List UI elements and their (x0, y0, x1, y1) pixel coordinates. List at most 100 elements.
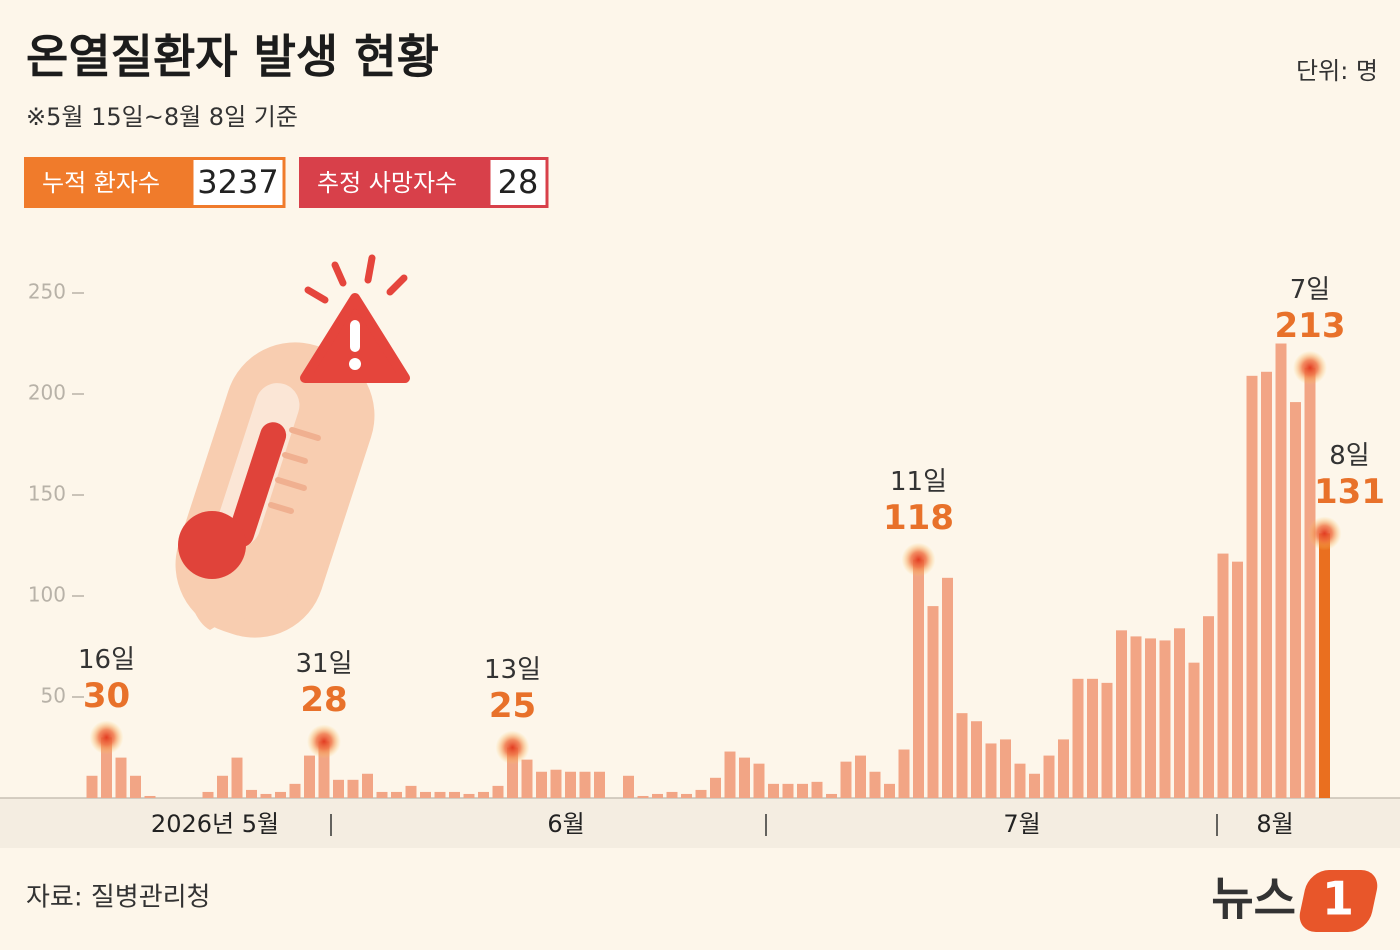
bar (927, 606, 939, 798)
bar (1130, 636, 1142, 798)
source: 자료: 질병관리청 (26, 883, 210, 913)
bar (913, 559, 924, 798)
bar (318, 741, 330, 798)
bar (1246, 375, 1258, 798)
bar (826, 793, 837, 798)
bar (1304, 367, 1316, 798)
day-label: 16일 (78, 645, 135, 675)
x-month-label: 2026년 5월 (151, 810, 279, 838)
bar (507, 747, 518, 798)
summary-value-box (487, 157, 549, 208)
y-tick-label: 50 (41, 684, 66, 708)
bar (695, 789, 707, 798)
bar (797, 783, 808, 798)
bar (1217, 553, 1229, 798)
day-label: 7일 (1290, 275, 1330, 305)
summary-label: 추정 사망자수 (317, 169, 457, 197)
bar (405, 785, 417, 798)
bar (1072, 678, 1084, 798)
summary-label-box (299, 157, 489, 208)
bar (579, 771, 591, 798)
bar (289, 783, 301, 798)
bar (739, 757, 750, 798)
logo: 뉴스 1 (1211, 870, 1378, 932)
summary-value: 3237 (197, 163, 278, 201)
bar (681, 793, 692, 798)
bar (637, 795, 649, 798)
bar (652, 793, 663, 798)
summary-label-box (24, 157, 192, 208)
bar (1087, 678, 1098, 798)
day-label: 8일 (1329, 441, 1369, 471)
bar (1203, 616, 1214, 798)
bar (1058, 739, 1069, 798)
bar (710, 777, 721, 798)
x-month-label: 6월 (547, 810, 584, 838)
bar (304, 755, 315, 798)
value-label: 213 (1275, 306, 1346, 346)
bar (623, 775, 634, 798)
bar (942, 577, 953, 798)
axis-band (0, 798, 1400, 848)
day-label: 11일 (890, 467, 947, 497)
bar (115, 757, 127, 798)
highlight-glow (495, 730, 530, 765)
highlight-glow (1293, 350, 1327, 385)
bar (202, 791, 214, 798)
bar (217, 775, 228, 798)
bar (1319, 533, 1330, 798)
bar (1014, 763, 1026, 798)
bar (260, 793, 272, 798)
bar (478, 791, 489, 798)
logo-text: 뉴스 (1211, 872, 1296, 926)
bar (420, 791, 431, 798)
summary: 누적 환자수 3237 추정 사망자수 28 (24, 157, 549, 208)
bar (1174, 628, 1185, 798)
bar (434, 791, 446, 798)
bar (782, 783, 794, 798)
y-tick-label: 100 (28, 583, 66, 607)
highlight-glow (307, 724, 341, 759)
bar (376, 791, 388, 798)
summary-value-box (190, 157, 286, 208)
value-label: 131 (1314, 472, 1385, 512)
logo-badge (1299, 870, 1378, 932)
bar (347, 779, 359, 798)
bar (130, 775, 141, 798)
y-tick-label: 150 (28, 482, 66, 506)
bar (144, 795, 156, 798)
x-month-label: 7월 (1003, 810, 1040, 838)
bar (492, 785, 504, 798)
x-month-label: 8월 (1256, 810, 1293, 838)
value-label: 28 (300, 680, 347, 720)
bar (1159, 640, 1171, 798)
illustration (175, 254, 410, 638)
bar (1145, 638, 1156, 798)
title: 온열질환자 발생 현황 (26, 30, 439, 84)
bar (1232, 561, 1243, 798)
day-label: 13일 (484, 655, 541, 685)
bar (971, 721, 982, 798)
bar (362, 773, 373, 798)
bar (463, 793, 475, 798)
bar (985, 743, 997, 798)
bar (536, 771, 547, 798)
bar (521, 759, 533, 798)
bar (753, 763, 765, 798)
day-label: 31일 (295, 649, 352, 679)
unit: 단위: 명 (1296, 57, 1378, 85)
bar (1000, 739, 1011, 798)
bar (724, 751, 736, 798)
bar (768, 783, 779, 798)
bar (1101, 682, 1113, 798)
bar (594, 771, 605, 798)
highlight-glow (901, 542, 936, 577)
bar (449, 791, 460, 798)
bar (86, 775, 98, 798)
bar (1290, 402, 1301, 798)
bar (1116, 630, 1127, 798)
bar (565, 771, 576, 798)
bar (550, 769, 562, 798)
summary-value: 28 (498, 163, 539, 201)
